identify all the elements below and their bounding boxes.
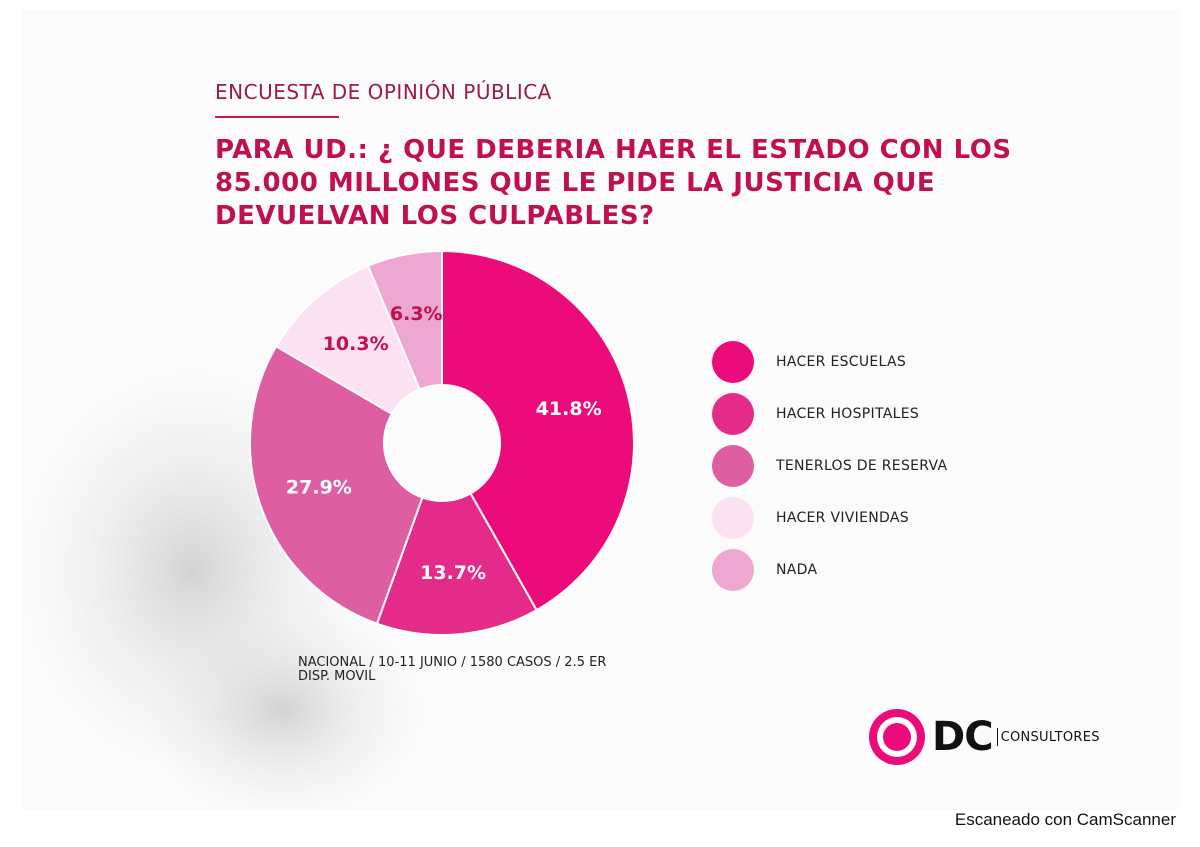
survey-kicker: ENCUESTA DE OPINIÓN PÚBLICA bbox=[215, 80, 552, 104]
logo-text: CONSULTORES bbox=[1000, 729, 1100, 745]
target-rings-icon bbox=[869, 709, 925, 765]
logo-mark: DC bbox=[932, 714, 994, 760]
survey-question-title: PARA UD.: ¿ QUE DEBERIA HAER EL ESTADO C… bbox=[215, 135, 1012, 231]
legend-swatch bbox=[712, 497, 754, 539]
slice-value-label-3: 10.3% bbox=[323, 333, 389, 355]
legend-label: HACER HOSPITALES bbox=[776, 406, 920, 422]
donut-slice-2 bbox=[249, 344, 424, 625]
legend-swatch bbox=[712, 445, 754, 487]
legend-item: HACER ESCUELAS bbox=[712, 336, 947, 388]
legend-item: NADA bbox=[712, 544, 947, 596]
footnote-line-2: DISP. MOVIL bbox=[298, 669, 376, 684]
logo-divider bbox=[996, 728, 998, 746]
dc-consultores-logo: DC CONSULTORES bbox=[866, 706, 1100, 768]
kicker-underline bbox=[215, 116, 339, 118]
legend-swatch bbox=[712, 549, 754, 591]
legend-item: HACER HOSPITALES bbox=[712, 388, 947, 440]
legend-swatch bbox=[712, 393, 754, 435]
slice-value-label-4: 6.3% bbox=[390, 303, 443, 325]
legend-label: HACER ESCUELAS bbox=[776, 354, 907, 370]
donut-slice-0 bbox=[441, 249, 635, 612]
chart-legend: HACER ESCUELAS HACER HOSPITALES TENERLOS D… bbox=[712, 336, 947, 596]
donut-slice-1 bbox=[375, 492, 538, 636]
legend-item: TENERLOS DE RESERVA bbox=[712, 440, 947, 492]
slice-value-label-2: 27.9% bbox=[286, 476, 352, 498]
legend-label: TENERLOS DE RESERVA bbox=[776, 458, 948, 474]
scanner-watermark: Escaneado con CamScanner bbox=[954, 810, 1176, 829]
legend-label: HACER VIVIENDAS bbox=[776, 510, 909, 526]
slice-value-label-0: 41.8% bbox=[536, 398, 602, 420]
legend-item: HACER VIVIENDAS bbox=[712, 492, 947, 544]
legend-swatch bbox=[712, 341, 754, 383]
donut-slice-4 bbox=[366, 249, 443, 391]
legend-label: NADA bbox=[776, 562, 818, 578]
report-sheet bbox=[22, 10, 1180, 810]
footnote-line-1: NACIONAL / 10-11 JUNIO / 1580 CASOS / 2.… bbox=[298, 655, 607, 670]
slice-value-label-1: 13.7% bbox=[420, 562, 486, 584]
survey-footnote: NACIONAL / 10-11 JUNIO / 1580 CASOS / 2.… bbox=[298, 656, 678, 684]
donut-slice-3 bbox=[274, 264, 421, 416]
